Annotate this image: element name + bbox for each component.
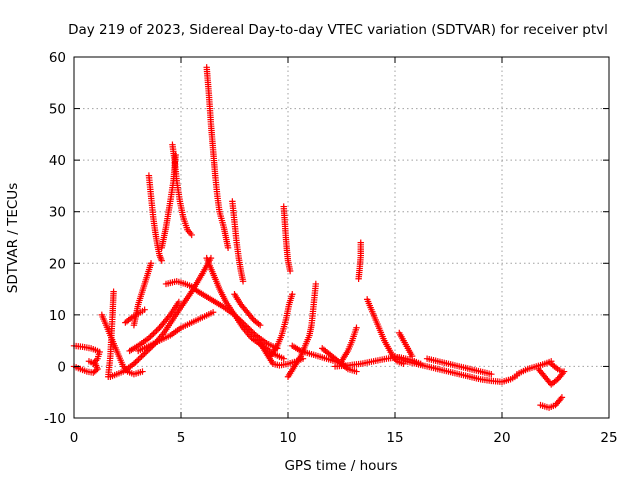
series-arc-20 — [280, 203, 294, 275]
data-point — [558, 394, 566, 401]
data-point — [408, 352, 416, 360]
x-axis-label: GPS time / hours — [284, 458, 397, 474]
data-point — [141, 306, 148, 313]
series-arc-33 — [548, 360, 566, 375]
series-arc-17 — [231, 291, 264, 329]
series-arc-26 — [363, 296, 407, 368]
y-tick-label: 50 — [49, 102, 66, 118]
y-tick-label: 0 — [57, 359, 66, 375]
series-arc-7 — [122, 306, 148, 326]
y-tick-label: 20 — [49, 256, 66, 272]
series-arc-19 — [267, 291, 296, 360]
y-tick-label: 30 — [49, 205, 66, 221]
data-point — [130, 360, 138, 368]
series-arc-14 — [203, 64, 232, 252]
series-arc-31 — [513, 358, 555, 378]
y-tick-label: -10 — [44, 411, 66, 427]
data-point — [558, 368, 566, 375]
data-point — [139, 351, 147, 359]
data-point — [188, 231, 195, 239]
data-point — [145, 334, 153, 342]
x-tick-label: 20 — [493, 430, 510, 446]
series-arc-4 — [105, 288, 117, 380]
series-arc-11 — [169, 141, 195, 239]
data-point — [239, 278, 247, 285]
chart-title: Day 219 of 2023, Sidereal Day-to-day VTE… — [68, 22, 608, 38]
data-point — [85, 358, 93, 365]
series-arc-30 — [423, 355, 495, 378]
y-axis-label: SDTVAR / TECUs — [5, 183, 21, 293]
y-tick-label: 10 — [49, 308, 66, 324]
x-tick-label: 25 — [600, 430, 617, 446]
data-point — [249, 329, 257, 336]
y-tick-label: 40 — [49, 153, 66, 169]
series-arc-9 — [126, 298, 183, 355]
data-point — [312, 280, 320, 288]
x-tick-label: 10 — [279, 430, 296, 446]
data-point — [488, 370, 495, 378]
data-point — [151, 328, 159, 336]
series-arc-13 — [135, 309, 217, 355]
data-point — [132, 359, 139, 366]
data-point — [175, 298, 183, 306]
data-point — [148, 331, 156, 339]
x-tick-label: 5 — [177, 430, 186, 446]
series-arc-21 — [284, 280, 320, 380]
data-point — [353, 368, 360, 375]
data-point — [139, 368, 146, 375]
data-point — [133, 357, 141, 365]
data-point — [110, 288, 117, 295]
series-arc-23 — [319, 345, 360, 375]
data-point — [248, 327, 255, 335]
series-arc-8 — [145, 172, 165, 264]
data-point — [256, 321, 264, 329]
data-point — [355, 275, 362, 282]
data-point — [147, 260, 155, 267]
series-arc-2 — [70, 358, 101, 376]
x-tick-label: 15 — [386, 430, 403, 446]
data-point — [158, 257, 165, 264]
data-point — [138, 353, 145, 360]
data-point — [150, 330, 157, 337]
data-point — [353, 324, 360, 331]
data-point — [209, 309, 217, 316]
data-point — [135, 356, 142, 363]
series-arc-25 — [355, 239, 364, 282]
series-arc-28 — [396, 329, 416, 360]
data-point — [251, 330, 258, 338]
series-arc-34 — [537, 394, 566, 411]
data-point — [147, 333, 154, 340]
data-point — [142, 348, 150, 356]
series-arc-29 — [391, 352, 521, 386]
data-point — [224, 244, 232, 252]
data-point — [154, 326, 162, 333]
series-arc-15 — [203, 254, 287, 362]
y-axis-ticks: -10 0 10 20 30 40 50 60 — [44, 50, 609, 427]
data-point — [286, 267, 294, 275]
series-arc-24 — [338, 324, 360, 365]
data-point — [280, 355, 287, 362]
plot-frame — [73, 56, 610, 419]
series-arc-16 — [229, 198, 247, 285]
data-point — [136, 354, 144, 362]
data-point — [141, 350, 148, 357]
data-point — [153, 327, 160, 334]
y-tick-label: 60 — [49, 50, 66, 66]
x-axis-ticks: 0 5 10 15 20 25 — [70, 57, 618, 446]
data-point — [289, 291, 296, 298]
series-arc-32 — [535, 365, 568, 388]
x-tick-label: 0 — [70, 430, 79, 446]
data-marks — [70, 64, 568, 411]
